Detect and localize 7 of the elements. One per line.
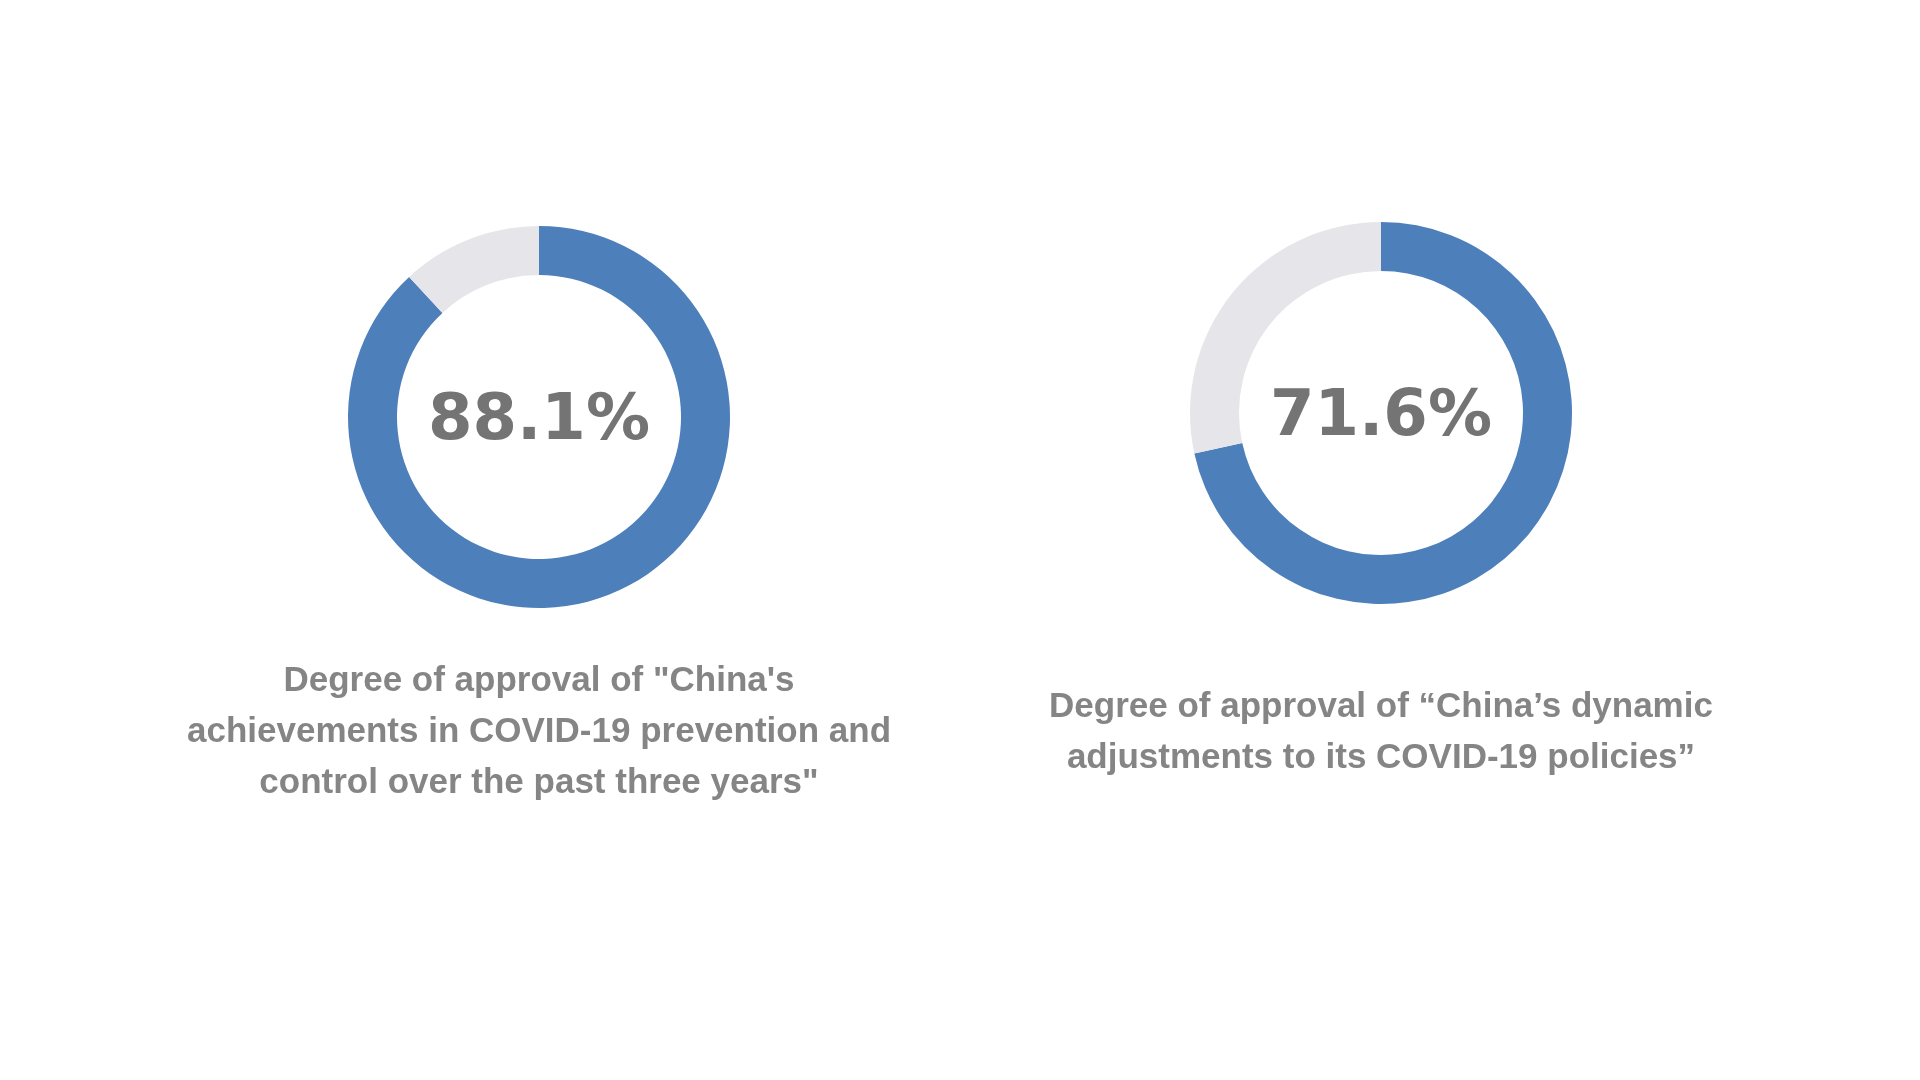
donut-slice: [1194, 222, 1572, 604]
text: Degree of approval of "China's achievements in COVID-19 prevention and control over the past three years": [186, 659, 892, 801]
data-label: 71.6%: [1269, 376, 1493, 451]
donut-slice: [348, 226, 730, 608]
data-label: 88.1%: [427, 380, 651, 455]
text: Degree of approval of “China’s dynamic adjustments to its COVID-19 policies”: [1049, 684, 1713, 775]
donut-slice: [409, 226, 539, 313]
